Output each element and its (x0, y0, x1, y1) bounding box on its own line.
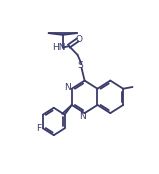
Text: F: F (37, 124, 42, 133)
Text: S: S (78, 61, 84, 70)
Text: HN: HN (52, 43, 66, 52)
Text: N: N (79, 112, 86, 121)
Text: O: O (76, 35, 83, 44)
Text: N: N (64, 83, 71, 92)
